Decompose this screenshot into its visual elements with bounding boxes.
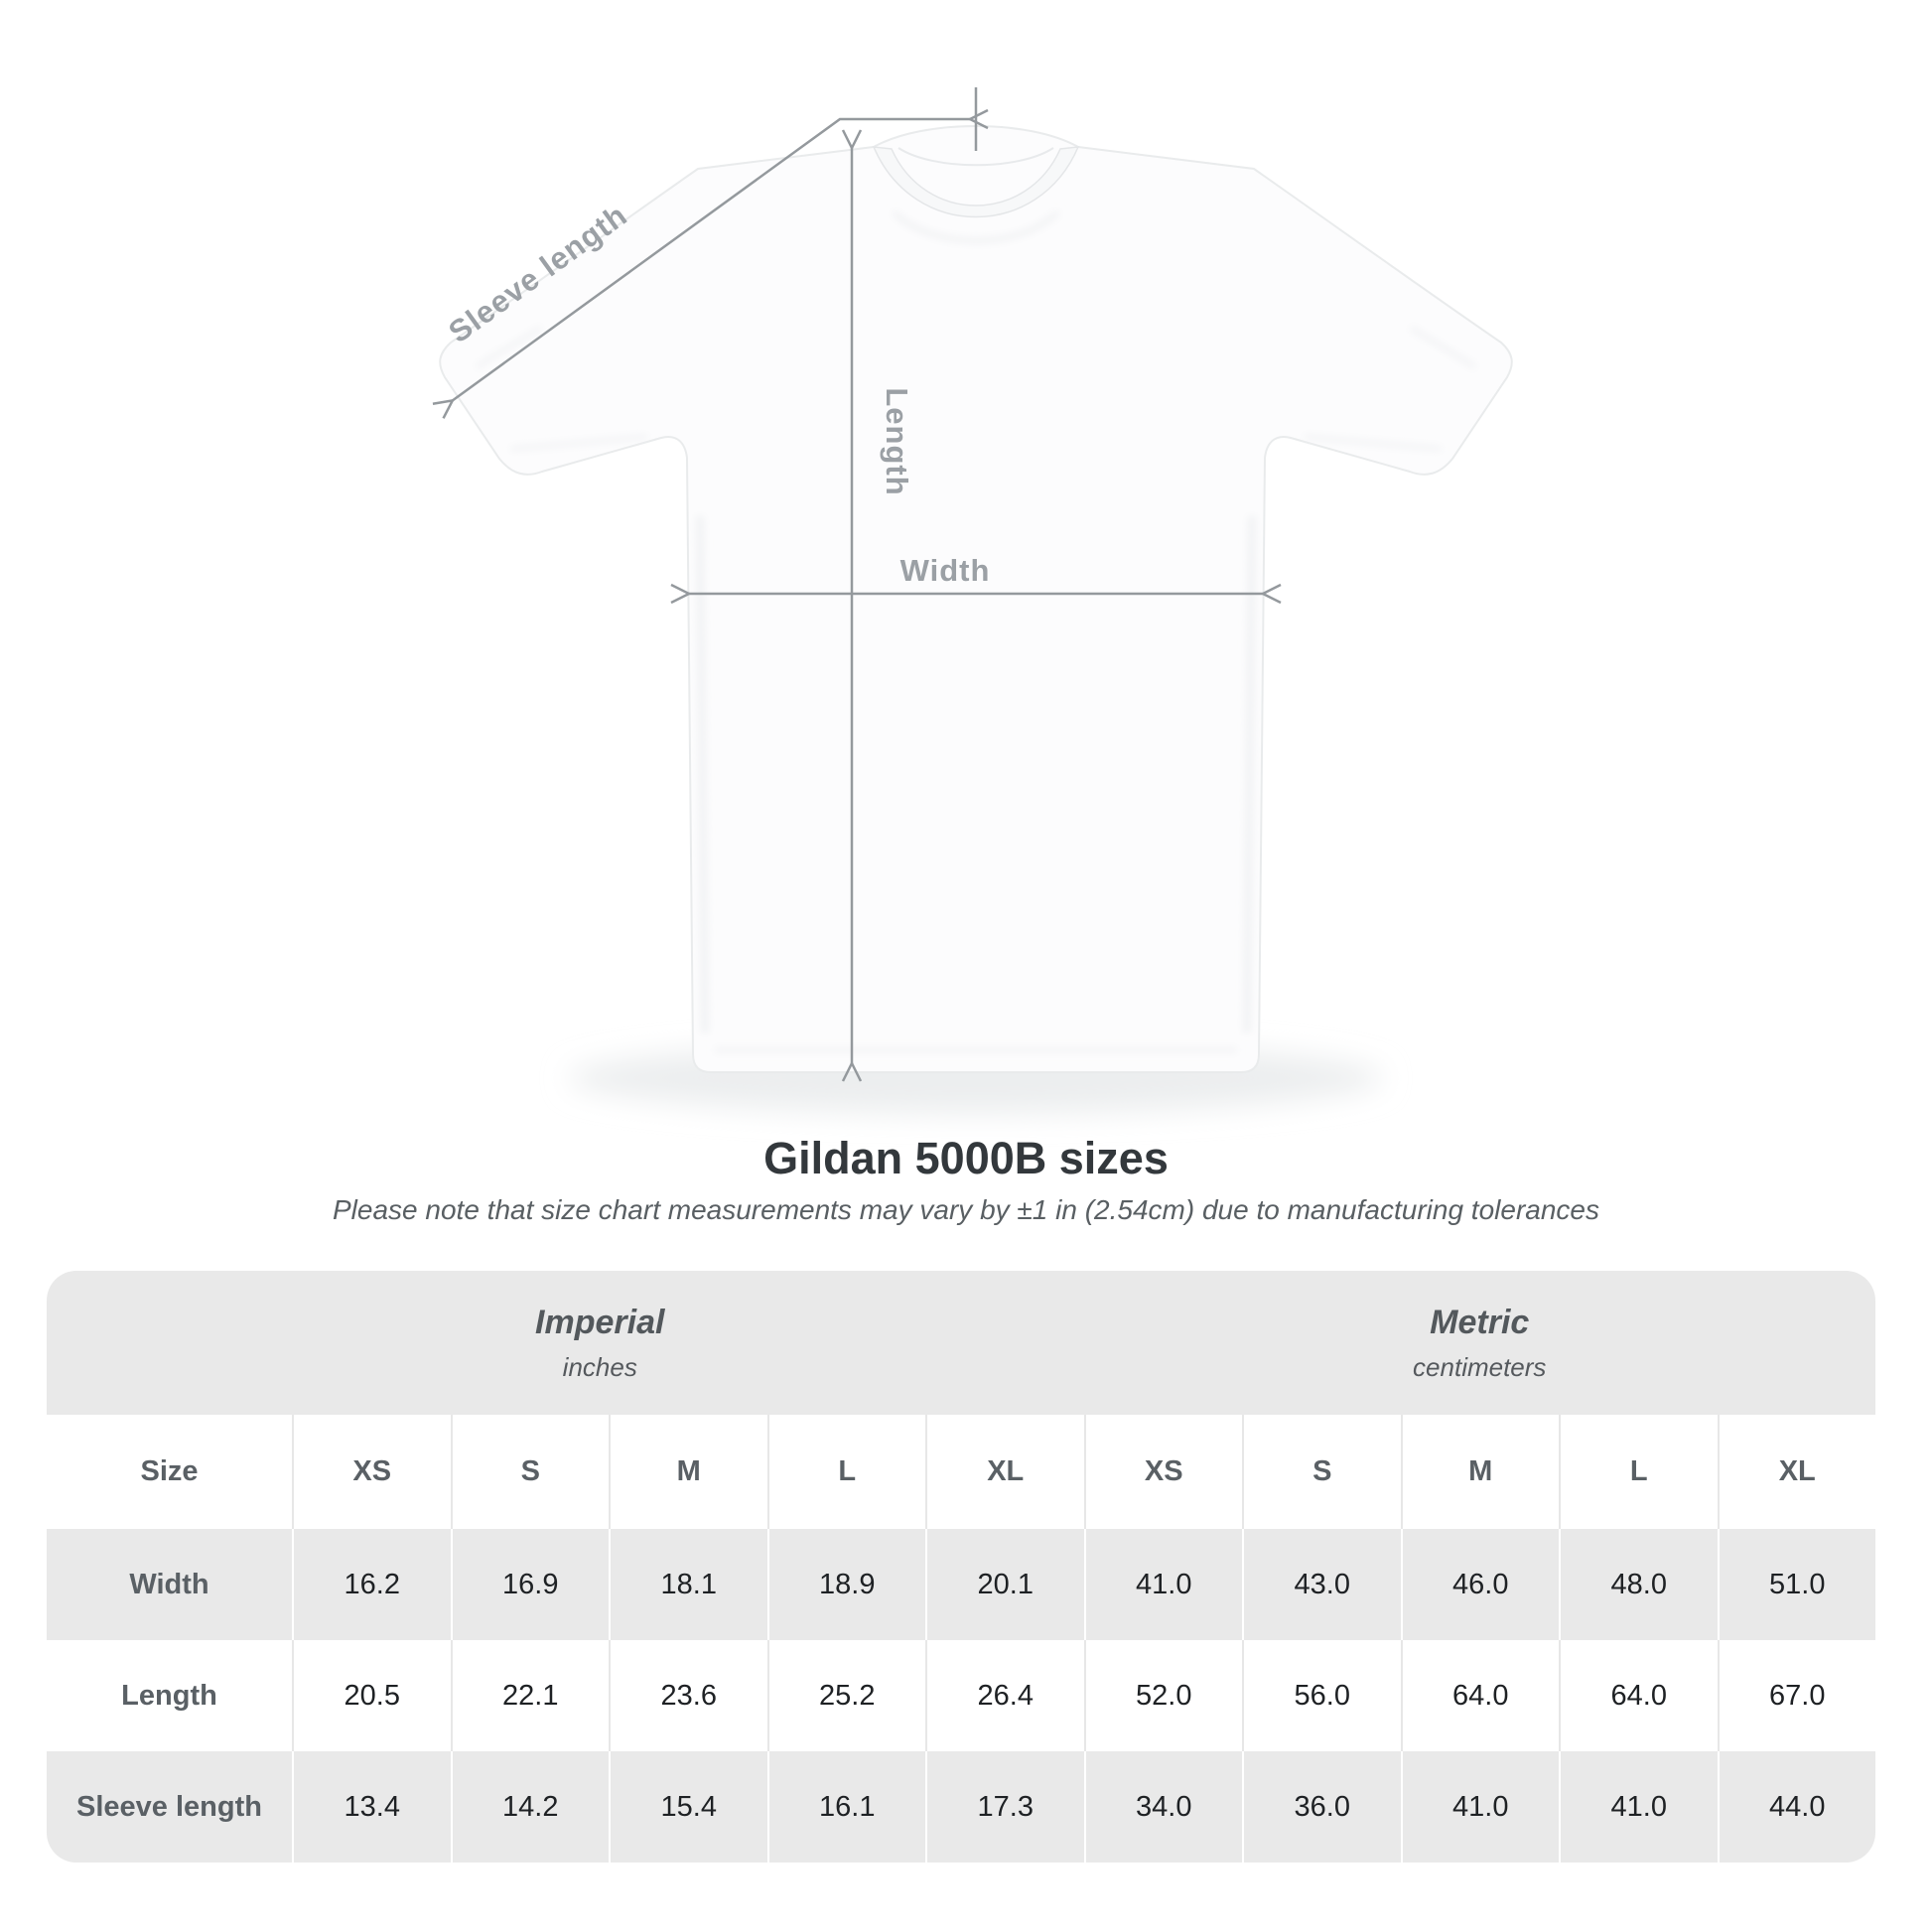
value-cell: 16.1	[766, 1751, 925, 1863]
value-cell: 41.0	[1559, 1751, 1718, 1863]
value-cell: 14.2	[450, 1751, 609, 1863]
value-cell: 20.5	[292, 1640, 451, 1751]
value-cell: 51.0	[1717, 1529, 1875, 1640]
tshirt-measurement-diagram: Sleeve length Length Width	[0, 87, 1513, 1114]
value-cell: 48.0	[1559, 1529, 1718, 1640]
size-header-cell: L	[1559, 1415, 1718, 1529]
size-header-cell: S	[1242, 1415, 1401, 1529]
width-label: Width	[900, 553, 991, 588]
value-cell: 41.0	[1083, 1529, 1242, 1640]
size-header-cell: XS	[292, 1415, 451, 1529]
value-cell: 64.0	[1400, 1640, 1559, 1751]
value-cell: 56.0	[1242, 1640, 1401, 1751]
unit-group-imperial: Imperial inches	[47, 1271, 1084, 1415]
value-cell: 17.3	[925, 1751, 1084, 1863]
size-header-cell: XL	[1717, 1415, 1875, 1529]
value-cell: 15.4	[609, 1751, 767, 1863]
size-header-cell: XS	[1083, 1415, 1242, 1529]
size-header-cell: M	[609, 1415, 767, 1529]
unit-group-metric: Metric centimeters	[1083, 1271, 1875, 1415]
value-cell: 23.6	[609, 1640, 767, 1751]
row-label-length: Length	[47, 1640, 292, 1751]
unit-group-imperial-unit: inches	[562, 1351, 637, 1382]
value-cell: 20.1	[925, 1529, 1084, 1640]
row-label-width: Width	[47, 1529, 292, 1640]
tolerance-note: Please note that size chart measurements…	[333, 1194, 1599, 1225]
value-cell: 22.1	[450, 1640, 609, 1751]
size-header-cell: M	[1400, 1415, 1559, 1529]
page-title: Gildan 5000B sizes	[763, 1133, 1169, 1183]
size-col-header: Size	[47, 1415, 292, 1529]
sleeve-length-arrow	[452, 119, 971, 401]
unit-group-metric-unit: centimeters	[1413, 1351, 1547, 1382]
size-header-cell: S	[450, 1415, 609, 1529]
tshirt-graphic	[439, 125, 1513, 1073]
value-cell: 67.0	[1717, 1640, 1875, 1751]
value-cell: 52.0	[1083, 1640, 1242, 1751]
row-label-sleeve-length: Sleeve length	[47, 1751, 292, 1863]
value-cell: 18.1	[609, 1529, 767, 1640]
value-cell: 25.2	[766, 1640, 925, 1751]
size-header-cell: L	[766, 1415, 925, 1529]
unit-group-metric-name: Metric	[1430, 1303, 1530, 1341]
value-cell: 41.0	[1400, 1751, 1559, 1863]
length-label: Length	[880, 387, 914, 495]
value-cell: 44.0	[1717, 1751, 1875, 1863]
value-cell: 46.0	[1400, 1529, 1559, 1640]
value-cell: 16.9	[450, 1529, 609, 1640]
value-cell: 43.0	[1242, 1529, 1401, 1640]
value-cell: 34.0	[1083, 1751, 1242, 1863]
size-header-cell: XL	[925, 1415, 1084, 1529]
unit-group-imperial-name: Imperial	[535, 1303, 665, 1341]
value-cell: 64.0	[1559, 1640, 1718, 1751]
value-cell: 16.2	[292, 1529, 451, 1640]
value-cell: 36.0	[1242, 1751, 1401, 1863]
value-cell: 18.9	[766, 1529, 925, 1640]
value-cell: 13.4	[292, 1751, 451, 1863]
size-table: Imperial inches Metric centimeters Size …	[47, 1271, 1875, 1863]
value-cell: 26.4	[925, 1640, 1084, 1751]
